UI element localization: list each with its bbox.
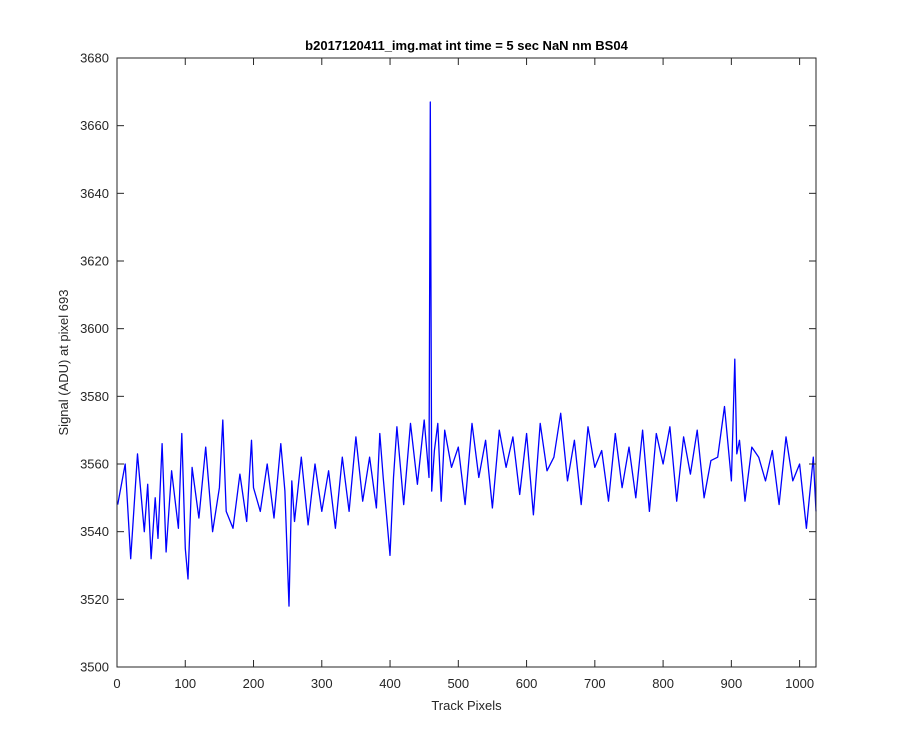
x-tick-label: 900 <box>721 676 743 691</box>
y-tick-label: 3520 <box>80 592 109 607</box>
y-tick-label: 3500 <box>80 660 109 675</box>
x-axis-label: Track Pixels <box>431 698 502 713</box>
x-tick-label: 0 <box>113 676 120 691</box>
x-tick-label: 600 <box>516 676 538 691</box>
y-tick-label: 3680 <box>80 51 109 66</box>
x-tick-label: 1000 <box>785 676 814 691</box>
x-tick-label: 700 <box>584 676 606 691</box>
chart-title: b2017120411_img.mat int time = 5 sec NaN… <box>305 38 628 53</box>
x-tick-label: 200 <box>243 676 265 691</box>
x-tick-label: 300 <box>311 676 333 691</box>
y-axis-label: Signal (ADU) at pixel 693 <box>56 290 71 436</box>
y-tick-label: 3600 <box>80 321 109 336</box>
series-line-0 <box>117 101 817 607</box>
x-tick-label: 500 <box>447 676 469 691</box>
plot-area <box>117 58 816 667</box>
y-tick-label: 3560 <box>80 457 109 472</box>
x-tick-label: 400 <box>379 676 401 691</box>
axes-box <box>116 57 817 668</box>
x-tick-label: 800 <box>652 676 674 691</box>
x-tick-label: 100 <box>174 676 196 691</box>
y-tick-label: 3660 <box>80 118 109 133</box>
y-tick-label: 3580 <box>80 389 109 404</box>
y-tick-label: 3620 <box>80 254 109 269</box>
y-tick-label: 3540 <box>80 524 109 539</box>
series-layer <box>117 101 817 607</box>
tick-layer: 0 100 200 300 400 500 600 700 800 900 1000 3500 3520… <box>80 51 816 691</box>
axes-layer <box>116 57 817 668</box>
y-tick-label: 3640 <box>80 186 109 201</box>
